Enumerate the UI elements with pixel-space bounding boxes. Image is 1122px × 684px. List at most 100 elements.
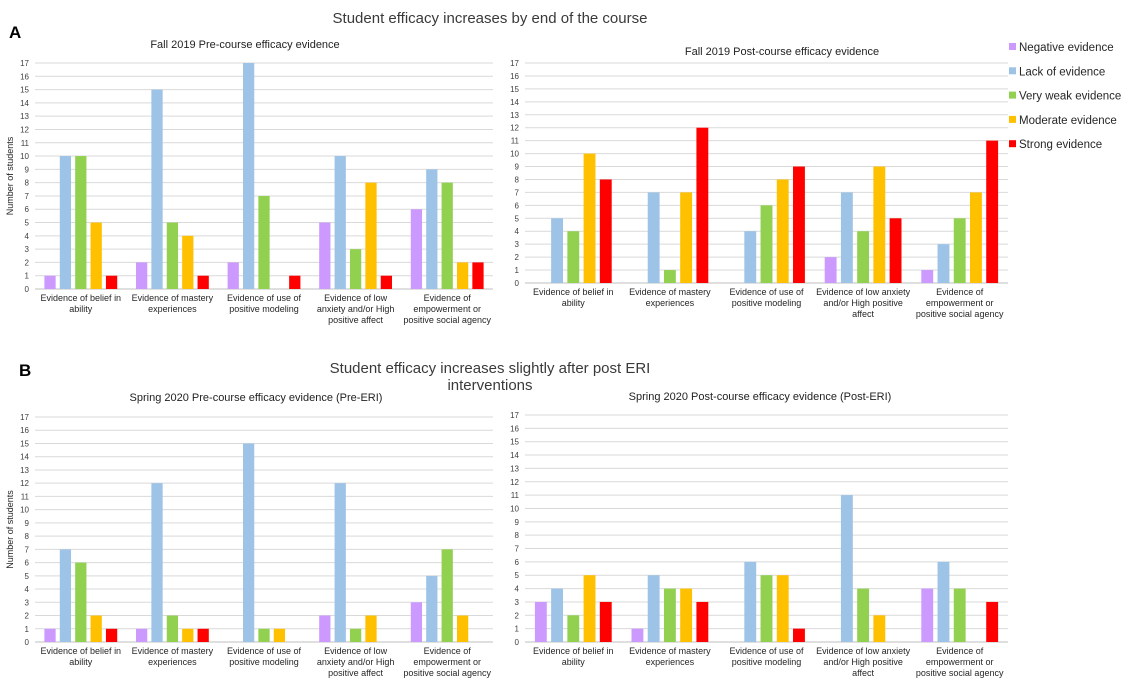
bar-negative-evidence [135, 628, 148, 642]
y-tick-label: 11 [511, 137, 520, 146]
bar-negative-evidence [410, 602, 423, 642]
bar-strong-evidence [986, 601, 999, 642]
x-category-label: Evidence of belief in [41, 646, 122, 656]
y-tick-label: 0 [515, 279, 520, 288]
y-tick-label: 13 [510, 111, 519, 120]
bar-very-weak-evidence [567, 231, 580, 283]
x-category-label: Evidence of [936, 646, 984, 656]
bar-negative-evidence [44, 628, 56, 642]
bar-very-weak-evidence [75, 156, 87, 289]
x-category-label: experiences [646, 298, 695, 308]
bar-very-weak-evidence [441, 182, 453, 289]
y-tick-label: 15 [20, 86, 29, 95]
bar-moderate-evidence [182, 235, 194, 289]
y-axis-label: Number of students [5, 136, 15, 215]
bar-negative-evidence [319, 222, 331, 289]
y-tick-label: 3 [25, 598, 30, 607]
x-category-label: affect [852, 668, 874, 678]
bar-negative-evidence [921, 588, 934, 642]
y-tick-label: 10 [20, 506, 29, 515]
x-category-label: ability [562, 298, 586, 308]
bar-lack-of-evidence [151, 483, 163, 642]
legend-label: Lack of evidence [1019, 66, 1105, 78]
y-tick-label: 1 [515, 266, 520, 275]
y-tick-label: 7 [25, 545, 30, 554]
bar-moderate-evidence [680, 192, 693, 283]
x-category-label: empowerment or [926, 298, 994, 308]
y-tick-label: 2 [515, 611, 520, 620]
bar-lack-of-evidence [840, 192, 853, 283]
legend: Negative evidence Lack of evidence Very we… [1009, 42, 1121, 151]
chart-spring-2020-pre: Spring 2020 Pre-course efficacy evidence… [5, 392, 493, 678]
x-category-label: positive modeling [229, 304, 299, 314]
x-category-label: Evidence of low anxiety [816, 646, 911, 656]
legend-label: Moderate evidence [1019, 115, 1117, 127]
bar-strong-evidence [599, 179, 612, 283]
x-category-label: empowerment or [926, 657, 994, 667]
bar-very-weak-evidence [953, 588, 966, 642]
x-category-label: Evidence of use of [729, 646, 804, 656]
y-tick-label: 16 [20, 72, 29, 81]
y-tick-label: 10 [510, 504, 519, 513]
y-tick-label: 15 [20, 439, 29, 448]
bar-lack-of-evidence [242, 443, 255, 642]
y-tick-label: 3 [515, 240, 520, 249]
bar-very-weak-evidence [663, 270, 676, 283]
y-tick-label: 5 [25, 219, 30, 228]
bar-moderate-evidence [969, 192, 982, 283]
y-tick-label: 1 [515, 625, 520, 634]
legend-label: Strong evidence [1019, 139, 1102, 151]
bar-lack-of-evidence [551, 588, 564, 642]
y-tick-label: 7 [515, 188, 520, 197]
bar-strong-evidence [289, 275, 301, 289]
x-category-label: Evidence of low [324, 646, 388, 656]
y-axis-label: Number of students [5, 490, 15, 569]
bar-negative-evidence [410, 209, 423, 289]
y-tick-label: 17 [510, 59, 519, 68]
x-category-label: Evidence of low [324, 293, 388, 303]
y-tick-label: 16 [510, 424, 519, 433]
y-tick-label: 16 [20, 426, 29, 435]
x-category-label: experiences [148, 657, 197, 667]
x-category-label: Evidence of belief in [41, 293, 122, 303]
bar-lack-of-evidence [937, 561, 950, 642]
bar-negative-evidence [921, 270, 934, 283]
x-category-label: Evidence of use of [729, 287, 804, 297]
bar-very-weak-evidence [349, 249, 362, 289]
y-tick-label: 2 [25, 258, 30, 267]
bar-strong-evidence [889, 218, 902, 283]
y-tick-label: 6 [515, 201, 520, 210]
x-category-label: Evidence of mastery [629, 646, 711, 656]
y-tick-label: 4 [25, 585, 30, 594]
legend-swatch [1009, 67, 1016, 75]
chart-title: Fall 2019 Post-course efficacy evidence [685, 46, 879, 58]
y-tick-label: 11 [21, 492, 30, 501]
chart-spring-2020-post: Spring 2020 Post-course efficacy evidenc… [510, 391, 1008, 678]
bar-strong-evidence [696, 127, 709, 284]
y-tick-label: 3 [515, 598, 520, 607]
bar-negative-evidence [319, 615, 331, 642]
bar-moderate-evidence [873, 615, 886, 642]
x-category-label: Evidence of belief in [533, 287, 614, 297]
bar-negative-evidence [631, 628, 644, 642]
y-tick-label: 14 [20, 453, 29, 462]
legend-swatch [1009, 43, 1016, 50]
bar-strong-evidence [599, 601, 612, 642]
y-tick-label: 5 [515, 571, 520, 580]
bar-very-weak-evidence [857, 588, 870, 642]
chart-title: Spring 2020 Pre-course efficacy evidence… [130, 392, 383, 404]
y-tick-label: 7 [25, 192, 30, 201]
x-category-label: ability [69, 657, 93, 667]
y-tick-label: 1 [25, 625, 30, 634]
x-category-label: positive modeling [229, 657, 299, 667]
bar-very-weak-evidence [258, 628, 270, 642]
bar-moderate-evidence [90, 222, 102, 289]
y-tick-label: 8 [25, 532, 30, 541]
x-category-label: Evidence of use of [227, 293, 302, 303]
y-tick-label: 0 [25, 285, 30, 294]
y-tick-label: 0 [25, 638, 30, 647]
y-tick-label: 13 [20, 466, 29, 475]
y-tick-label: 17 [20, 59, 29, 68]
y-tick-label: 9 [515, 518, 520, 527]
